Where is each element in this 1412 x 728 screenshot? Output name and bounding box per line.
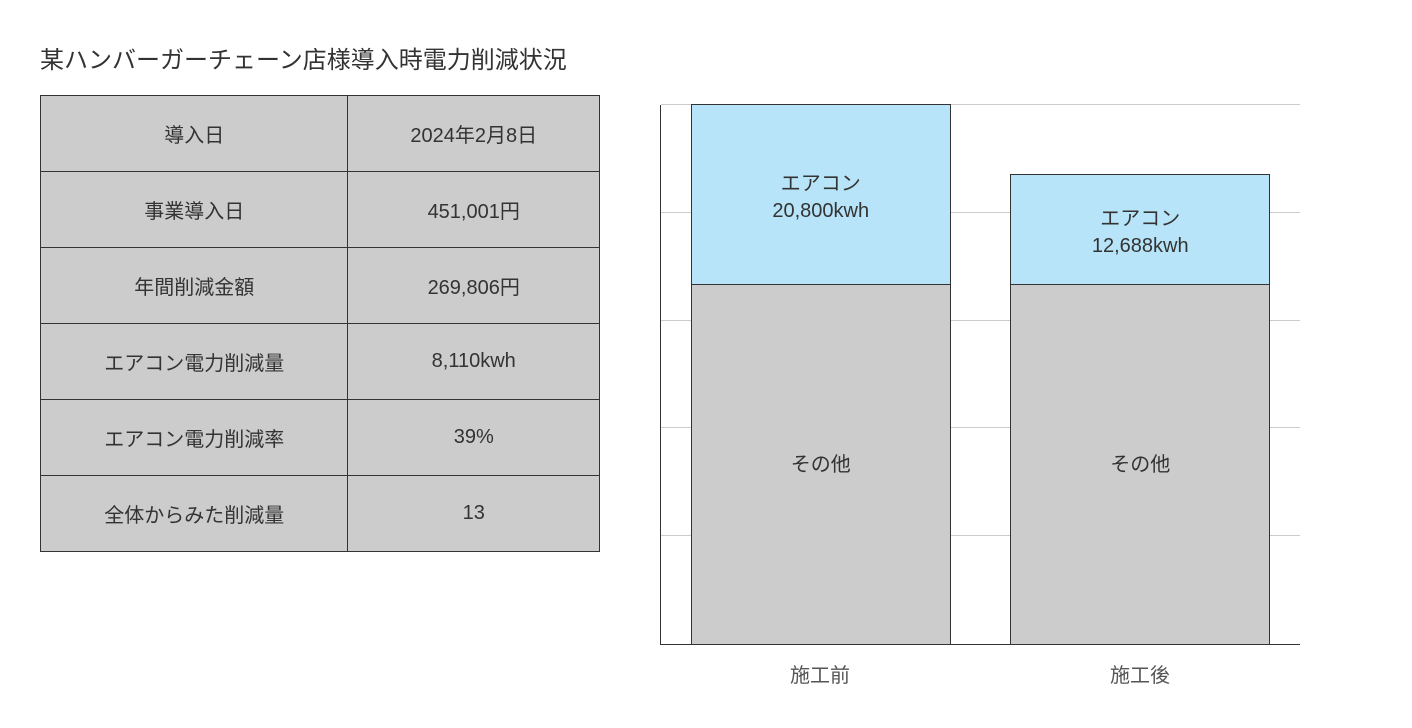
main-container: 導入日2024年2月8日事業導入日451,001円年間削減金額269,806円エ… [40, 95, 1372, 688]
stacked-bar-chart: エアコン 20,800kwh その他 エアコン 12,688kwh その他 [660, 105, 1300, 645]
x-axis-labels: 施工前 施工後 [660, 659, 1300, 688]
chart-bar: エアコン 12,688kwh その他 [1010, 174, 1270, 644]
segment-label: その他 [791, 448, 851, 477]
segment-value: 12,688kwh [1092, 235, 1189, 258]
table-row: エアコン電力削減率39% [41, 400, 600, 476]
x-axis-label: 施工前 [690, 659, 950, 688]
table-value-cell: 269,806円 [348, 248, 600, 324]
bar-segment: その他 [1010, 284, 1270, 644]
data-table: 導入日2024年2月8日事業導入日451,001円年間削減金額269,806円エ… [40, 95, 600, 552]
left-panel: 導入日2024年2月8日事業導入日451,001円年間削減金額269,806円エ… [40, 95, 600, 552]
table-label-cell: エアコン電力削減率 [41, 400, 348, 476]
table-value-cell: 2024年2月8日 [348, 96, 600, 172]
table-row: 年間削減金額269,806円 [41, 248, 600, 324]
table-row: 事業導入日451,001円 [41, 172, 600, 248]
table-value-cell: 451,001円 [348, 172, 600, 248]
table-value-cell: 8,110kwh [348, 324, 600, 400]
table-label-cell: 事業導入日 [41, 172, 348, 248]
table-label-cell: 全体からみた削減量 [41, 476, 348, 552]
table-value-cell: 39% [348, 400, 600, 476]
segment-value: 20,800kwh [772, 200, 869, 223]
table-label-cell: 年間削減金額 [41, 248, 348, 324]
bar-segment: エアコン 12,688kwh [1010, 174, 1270, 284]
table-value-cell: 13 [348, 476, 600, 552]
table-label-cell: エアコン電力削減量 [41, 324, 348, 400]
bar-segment: その他 [691, 284, 951, 644]
table-label-cell: 導入日 [41, 96, 348, 172]
table-row: エアコン電力削減量8,110kwh [41, 324, 600, 400]
table-row: 全体からみた削減量13 [41, 476, 600, 552]
right-panel: エアコン 20,800kwh その他 エアコン 12,688kwh その他 施工前 施工後 [660, 95, 1300, 688]
segment-label: その他 [1110, 448, 1170, 477]
chart-bar: エアコン 20,800kwh その他 [691, 104, 951, 644]
table-row: 導入日2024年2月8日 [41, 96, 600, 172]
bar-segment: エアコン 20,800kwh [691, 104, 951, 284]
x-axis-label: 施工後 [1010, 659, 1270, 688]
segment-label: エアコン [1100, 202, 1180, 231]
page-title: 某ハンバーガーチェーン店様導入時電力削減状況 [40, 40, 1372, 75]
segment-label: エアコン [781, 167, 861, 196]
